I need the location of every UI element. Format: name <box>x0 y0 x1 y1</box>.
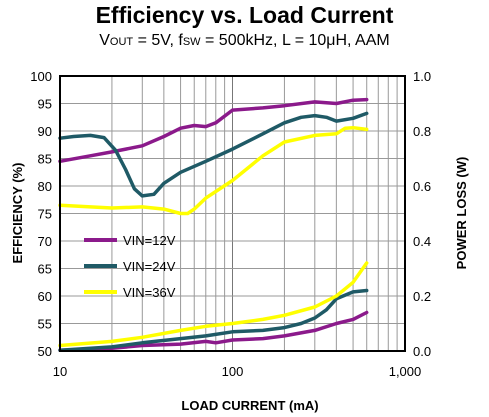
power-loss-line <box>58 288 369 352</box>
tick-labels: 50 55 60 65 70 75 80 85 90 95 100 0.0 0.2 0.4 0.6 0.8 1.… <box>30 69 431 379</box>
y-axis-label-right: POWER LOSS (W) <box>454 157 469 270</box>
subtitle-f-sub: SW <box>182 36 201 48</box>
power-loss-line <box>58 310 369 352</box>
chart-subtitle: VOUT = 5V, fSW = 500kHz, L = 10μH, AAM <box>0 32 489 50</box>
x-tick-label: 1,000 <box>389 364 422 379</box>
y-tick-label-right: 1.0 <box>413 69 431 84</box>
y-tick-label-left: 80 <box>38 179 52 194</box>
subtitle-rest: = 500kHz, L = 10μH, AAM <box>200 32 390 49</box>
y-tick-label-left: 85 <box>38 152 52 167</box>
efficiency-line <box>58 97 369 164</box>
y-tick-label-left: 75 <box>38 207 52 222</box>
y-tick-label-left: 60 <box>38 289 52 304</box>
legend-label: VIN=12V <box>123 233 176 248</box>
legend-label: VIN=36V <box>123 285 176 300</box>
y-tick-label-left: 95 <box>38 97 52 112</box>
y-tick-label-left: 65 <box>38 262 52 277</box>
x-axis-label: LOAD CURRENT (mA) <box>181 398 318 413</box>
legend: VIN=12V VIN=24V VIN=36V <box>84 233 176 300</box>
subtitle-v: V <box>99 32 110 49</box>
y-tick-label-left: 90 <box>38 124 52 139</box>
y-tick-label-left: 50 <box>38 344 52 359</box>
y-tick-label-left: 55 <box>38 317 52 332</box>
chart-title: Efficiency vs. Load Current <box>95 2 394 28</box>
y-tick-label-left: 70 <box>38 234 52 249</box>
legend-label: VIN=24V <box>123 259 176 274</box>
y-tick-label-right: 0.4 <box>413 234 431 249</box>
curves <box>58 97 369 352</box>
subtitle-v-sub: OUT <box>109 36 134 48</box>
y-tick-label-left: 100 <box>30 69 52 84</box>
y-tick-label-right: 0.0 <box>413 344 431 359</box>
plot-frame <box>59 75 406 352</box>
y-axis-label-left: EFFICIENCY (%) <box>10 163 25 264</box>
x-tick-label: 10 <box>53 364 67 379</box>
y-tick-label-right: 0.6 <box>413 179 431 194</box>
efficiency-line <box>58 125 369 216</box>
subtitle-mid: = 5V, f <box>133 32 183 49</box>
power-loss-line <box>58 261 369 348</box>
x-tick-label: 100 <box>222 364 244 379</box>
efficiency-line <box>58 111 369 198</box>
y-tick-label-right: 0.2 <box>413 289 431 304</box>
y-tick-label-right: 0.8 <box>413 124 431 139</box>
